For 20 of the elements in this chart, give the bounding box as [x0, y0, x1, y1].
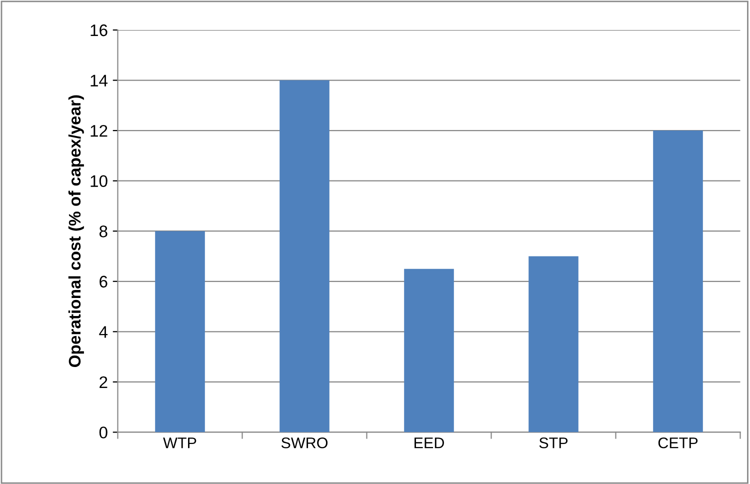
- x-tick-label: STP: [539, 437, 568, 448]
- y-tick-label: 4: [99, 326, 108, 338]
- y-tick-label: 10: [90, 175, 108, 188]
- y-tick-label: 12: [90, 124, 108, 137]
- bar: [155, 231, 205, 432]
- bar: [653, 130, 703, 432]
- y-tick-label: 2: [100, 376, 108, 388]
- y-tick-label: 6: [100, 276, 108, 288]
- bar: [528, 256, 578, 432]
- bar: [280, 80, 330, 432]
- y-tick-label: 8: [99, 226, 108, 238]
- bar: [404, 268, 454, 432]
- x-tick-label: CETP: [658, 437, 698, 448]
- x-tick-label: SWRO: [281, 437, 328, 448]
- x-tick-label: EED: [414, 438, 444, 448]
- y-axis-title: Operational cost (% of capex/year): [68, 95, 84, 368]
- y-tick-label: 16: [90, 24, 108, 36]
- y-tick-label: 14: [90, 74, 108, 86]
- y-tick-label: 0: [99, 426, 108, 438]
- x-tick-label: WTP: [163, 438, 196, 448]
